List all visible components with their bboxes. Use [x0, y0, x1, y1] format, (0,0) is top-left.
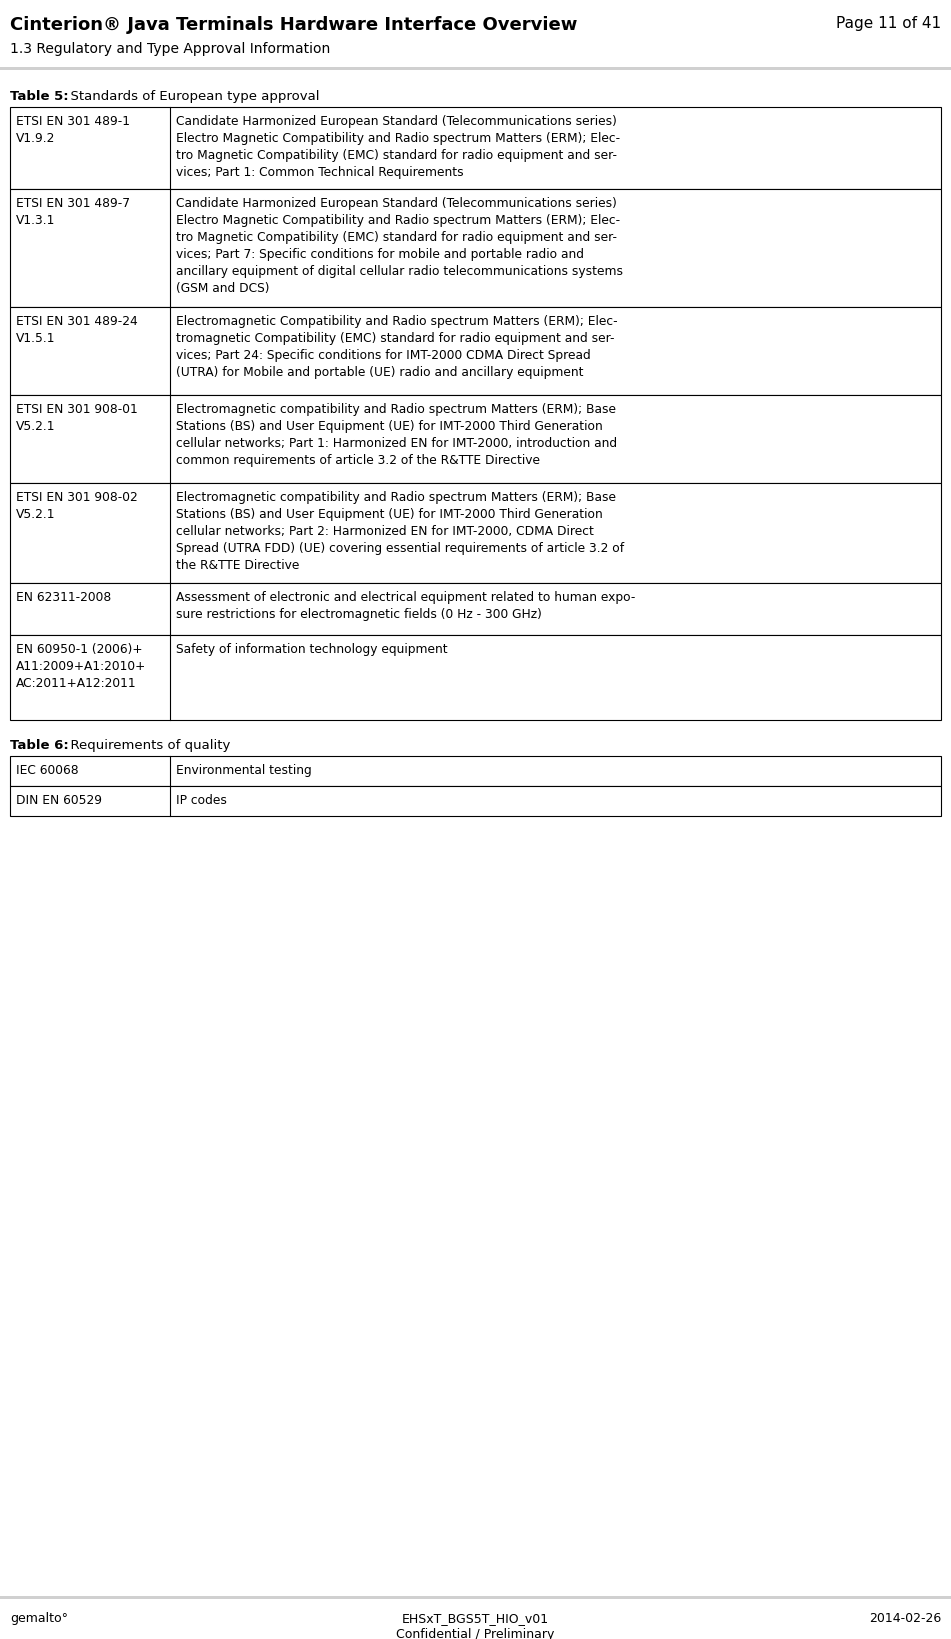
Text: ETSI EN 301 908-01
V5.2.1: ETSI EN 301 908-01 V5.2.1: [16, 403, 138, 433]
Text: Cinterion® Java Terminals Hardware Interface Overview: Cinterion® Java Terminals Hardware Inter…: [10, 16, 577, 34]
Text: DIN EN 60529: DIN EN 60529: [16, 793, 102, 806]
Text: ETSI EN 301 908-02
V5.2.1: ETSI EN 301 908-02 V5.2.1: [16, 490, 138, 521]
Text: EHSxT_BGS5T_HIO_v01: EHSxT_BGS5T_HIO_v01: [401, 1611, 549, 1624]
Text: Table 5:: Table 5:: [10, 90, 68, 103]
Bar: [10, 484, 941, 583]
Text: Environmental testing: Environmental testing: [176, 764, 312, 777]
Bar: [10, 108, 941, 190]
Text: Assessment of electronic and electrical equipment related to human expo-
sure re: Assessment of electronic and electrical …: [176, 590, 635, 621]
Text: ETSI EN 301 489-7
V1.3.1: ETSI EN 301 489-7 V1.3.1: [16, 197, 130, 226]
Text: EN 60950-1 (2006)+
A11:2009+A1:2010+
AC:2011+A12:2011: EN 60950-1 (2006)+ A11:2009+A1:2010+ AC:…: [16, 642, 146, 690]
Bar: [10, 308, 941, 395]
Bar: [0, 1596, 951, 1600]
Text: Safety of information technology equipment: Safety of information technology equipme…: [176, 642, 448, 656]
Text: ETSI EN 301 489-1
V1.9.2: ETSI EN 301 489-1 V1.9.2: [16, 115, 130, 144]
Text: Standards of European type approval: Standards of European type approval: [62, 90, 320, 103]
Bar: [10, 757, 941, 787]
Bar: [0, 67, 951, 70]
Text: Requirements of quality: Requirements of quality: [62, 739, 230, 752]
Bar: [10, 583, 941, 636]
Text: Page 11 of 41: Page 11 of 41: [836, 16, 941, 31]
Text: 2014-02-26: 2014-02-26: [869, 1611, 941, 1624]
Text: EN 62311-2008: EN 62311-2008: [16, 590, 111, 603]
Text: Table 6:: Table 6:: [10, 739, 68, 752]
Text: IP codes: IP codes: [176, 793, 227, 806]
Bar: [10, 395, 941, 484]
Text: Electromagnetic compatibility and Radio spectrum Matters (ERM); Base
Stations (B: Electromagnetic compatibility and Radio …: [176, 403, 617, 467]
Text: ETSI EN 301 489-24
V1.5.1: ETSI EN 301 489-24 V1.5.1: [16, 315, 138, 344]
Text: IEC 60068: IEC 60068: [16, 764, 79, 777]
Bar: [10, 190, 941, 308]
Text: Candidate Harmonized European Standard (Telecommunications series)
Electro Magne: Candidate Harmonized European Standard (…: [176, 197, 623, 295]
Text: gemalto°: gemalto°: [10, 1611, 68, 1624]
Bar: [10, 787, 941, 816]
Text: 1.3 Regulatory and Type Approval Information: 1.3 Regulatory and Type Approval Informa…: [10, 43, 330, 56]
Text: Candidate Harmonized European Standard (Telecommunications series)
Electro Magne: Candidate Harmonized European Standard (…: [176, 115, 620, 179]
Text: Electromagnetic Compatibility and Radio spectrum Matters (ERM); Elec-
tromagneti: Electromagnetic Compatibility and Radio …: [176, 315, 617, 379]
Bar: [10, 636, 941, 721]
Text: Electromagnetic compatibility and Radio spectrum Matters (ERM); Base
Stations (B: Electromagnetic compatibility and Radio …: [176, 490, 624, 572]
Text: Confidential / Preliminary: Confidential / Preliminary: [396, 1628, 554, 1639]
